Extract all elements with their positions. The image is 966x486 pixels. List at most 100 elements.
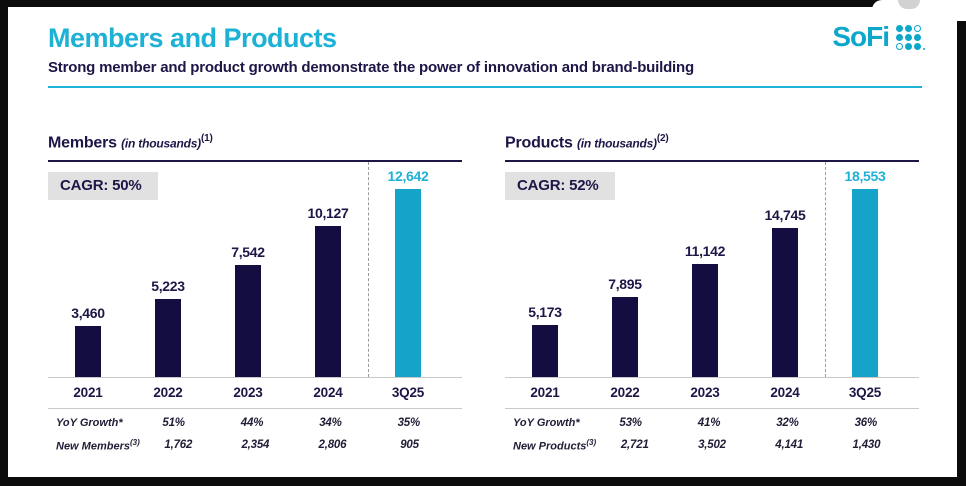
bar-3q25 — [395, 189, 421, 377]
x-tick-2021: 2021 — [530, 385, 560, 400]
table-cell: 44% — [240, 417, 264, 429]
window-tab-artifact — [872, 0, 966, 21]
table-cell: 1,762 — [164, 439, 193, 451]
bar-value-label: 3,460 — [71, 305, 105, 321]
bar-value-label: 5,173 — [528, 304, 562, 320]
members-bars: 3,460 5,223 7,542 10,127 — [48, 162, 448, 377]
bar-value-label: 11,142 — [684, 243, 726, 259]
products-bar-chart: CAGR: 52% 5,173 7,895 11,142 — [505, 162, 919, 378]
table-cell: 35% — [397, 417, 421, 429]
table-cell: 53% — [619, 417, 642, 429]
members-title-footnote-ref: (1) — [200, 133, 213, 144]
members-chart-title: Members (in thousands)(1) — [48, 133, 462, 155]
products-cagr-badge: CAGR: 52% — [505, 172, 615, 200]
members-title-text: Members — [48, 134, 117, 152]
x-tick-2023: 2023 — [690, 385, 720, 400]
table-cell: 2,806 — [318, 439, 347, 451]
x-tick-3q25: 3Q25 — [391, 385, 425, 400]
bar-2023 — [235, 265, 261, 377]
members-bar-chart: CAGR: 50% 3,460 5,223 7,542 — [48, 162, 462, 378]
table-cell: 4,141 — [775, 439, 804, 451]
sofi-logo-dots-icon — [896, 24, 925, 50]
table-cell: 41% — [697, 417, 721, 429]
row-label: YoY Growth* — [48, 417, 134, 429]
products-bar-group-2024: 14,745 — [745, 162, 825, 377]
table-cell: 2,354 — [241, 439, 270, 451]
x-tick-2022: 2022 — [610, 385, 640, 400]
members-x-axis: 2021 2022 2023 2024 3Q25 — [48, 378, 448, 408]
members-title-note: (in thousands) — [121, 136, 201, 151]
x-tick-2022: 2022 — [153, 385, 183, 400]
bar-value-label: 14,745 — [764, 207, 806, 223]
window-tab-notch — [898, 0, 920, 9]
bar-2024 — [315, 226, 341, 377]
x-tick-2023: 2023 — [233, 385, 263, 400]
x-tick-2021: 2021 — [73, 385, 103, 400]
products-title-rule — [505, 160, 919, 162]
products-period-separator — [825, 162, 826, 377]
bar-value-label: 18,553 — [844, 168, 886, 184]
bar-value-label: 7,895 — [608, 276, 642, 292]
bar-3q25 — [852, 189, 878, 377]
row-label-text: YoY Growth* — [513, 417, 580, 429]
members-bar-group-2021: 3,460 — [48, 162, 128, 377]
products-new-products-row: New Products(3) 2,721 3,502 4,141 1,430 — [505, 437, 905, 453]
row-label-text: New Products — [513, 440, 587, 453]
products-title-footnote-ref: (2) — [656, 133, 669, 144]
bar-value-label: 10,127 — [307, 205, 349, 221]
products-bar-group-3q25: 18,553 — [825, 162, 905, 377]
row-label-footnote-ref: (3) — [129, 437, 140, 447]
sofi-logo-text: SoFi — [832, 21, 890, 52]
products-title-note: (in thousands) — [577, 136, 657, 151]
members-title-rule — [48, 160, 462, 162]
members-bar-group-2024: 10,127 — [288, 162, 368, 377]
members-chart-panel: Members (in thousands)(1) CAGR: 50% 3,46… — [48, 133, 462, 453]
bar-2021 — [75, 326, 101, 377]
table-cell: 32% — [776, 417, 799, 429]
members-bar-group-2022: 5,223 — [128, 162, 208, 377]
row-label: YoY Growth* — [505, 417, 591, 429]
products-title-text: Products — [505, 134, 573, 152]
bar-2023 — [692, 264, 718, 377]
products-table-divider — [505, 408, 919, 409]
members-table-divider — [48, 408, 462, 409]
products-chart-title: Products (in thousands)(2) — [505, 133, 919, 155]
table-cell: 905 — [400, 439, 419, 451]
table-cell: 1,430 — [852, 439, 881, 451]
sofi-logo: SoFi — [832, 21, 925, 53]
x-tick-3q25: 3Q25 — [848, 385, 882, 400]
members-period-separator — [368, 162, 369, 377]
products-chart-panel: Products (in thousands)(2) CAGR: 52% 5,1… — [505, 133, 919, 453]
row-label: New Members(3) — [48, 438, 140, 453]
x-tick-2024: 2024 — [313, 385, 343, 400]
bar-2022 — [612, 297, 638, 377]
charts-row: Members (in thousands)(1) CAGR: 50% 3,46… — [48, 133, 919, 453]
members-cagr-badge: CAGR: 50% — [48, 172, 158, 200]
bar-2024 — [772, 228, 798, 377]
table-cell: 34% — [319, 417, 342, 429]
page-title: Members and Products — [48, 23, 337, 53]
bar-value-label: 12,642 — [387, 168, 429, 184]
table-cell: 3,502 — [698, 439, 726, 451]
page-subtitle: Strong member and product growth demonst… — [48, 59, 694, 76]
row-label: New Products(3) — [505, 438, 596, 453]
x-tick-2024: 2024 — [770, 385, 800, 400]
bar-value-label: 5,223 — [151, 278, 185, 294]
products-x-axis: 2021 2022 2023 2024 3Q25 — [505, 378, 905, 408]
members-bar-group-2023: 7,542 — [208, 162, 288, 377]
row-label-footnote-ref: (3) — [586, 437, 597, 447]
bar-2021 — [532, 325, 558, 377]
row-label-text: YoY Growth* — [56, 417, 123, 429]
header-divider — [48, 86, 922, 88]
members-yoy-growth-row: YoY Growth* 51% 44% 34% 35% — [48, 415, 448, 431]
products-bars: 5,173 7,895 11,142 14,745 — [505, 162, 905, 377]
table-cell: 51% — [162, 417, 185, 429]
products-yoy-growth-row: YoY Growth* 53% 41% 32% 36% — [505, 415, 905, 431]
bar-2022 — [155, 299, 181, 377]
table-cell: 2,721 — [620, 439, 649, 451]
table-cell: 36% — [854, 417, 878, 429]
members-bar-group-3q25: 12,642 — [368, 162, 448, 377]
row-label-text: New Members — [56, 440, 130, 453]
members-new-members-row: New Members(3) 1,762 2,354 2,806 905 — [48, 437, 448, 453]
products-bar-group-2023: 11,142 — [665, 162, 745, 377]
